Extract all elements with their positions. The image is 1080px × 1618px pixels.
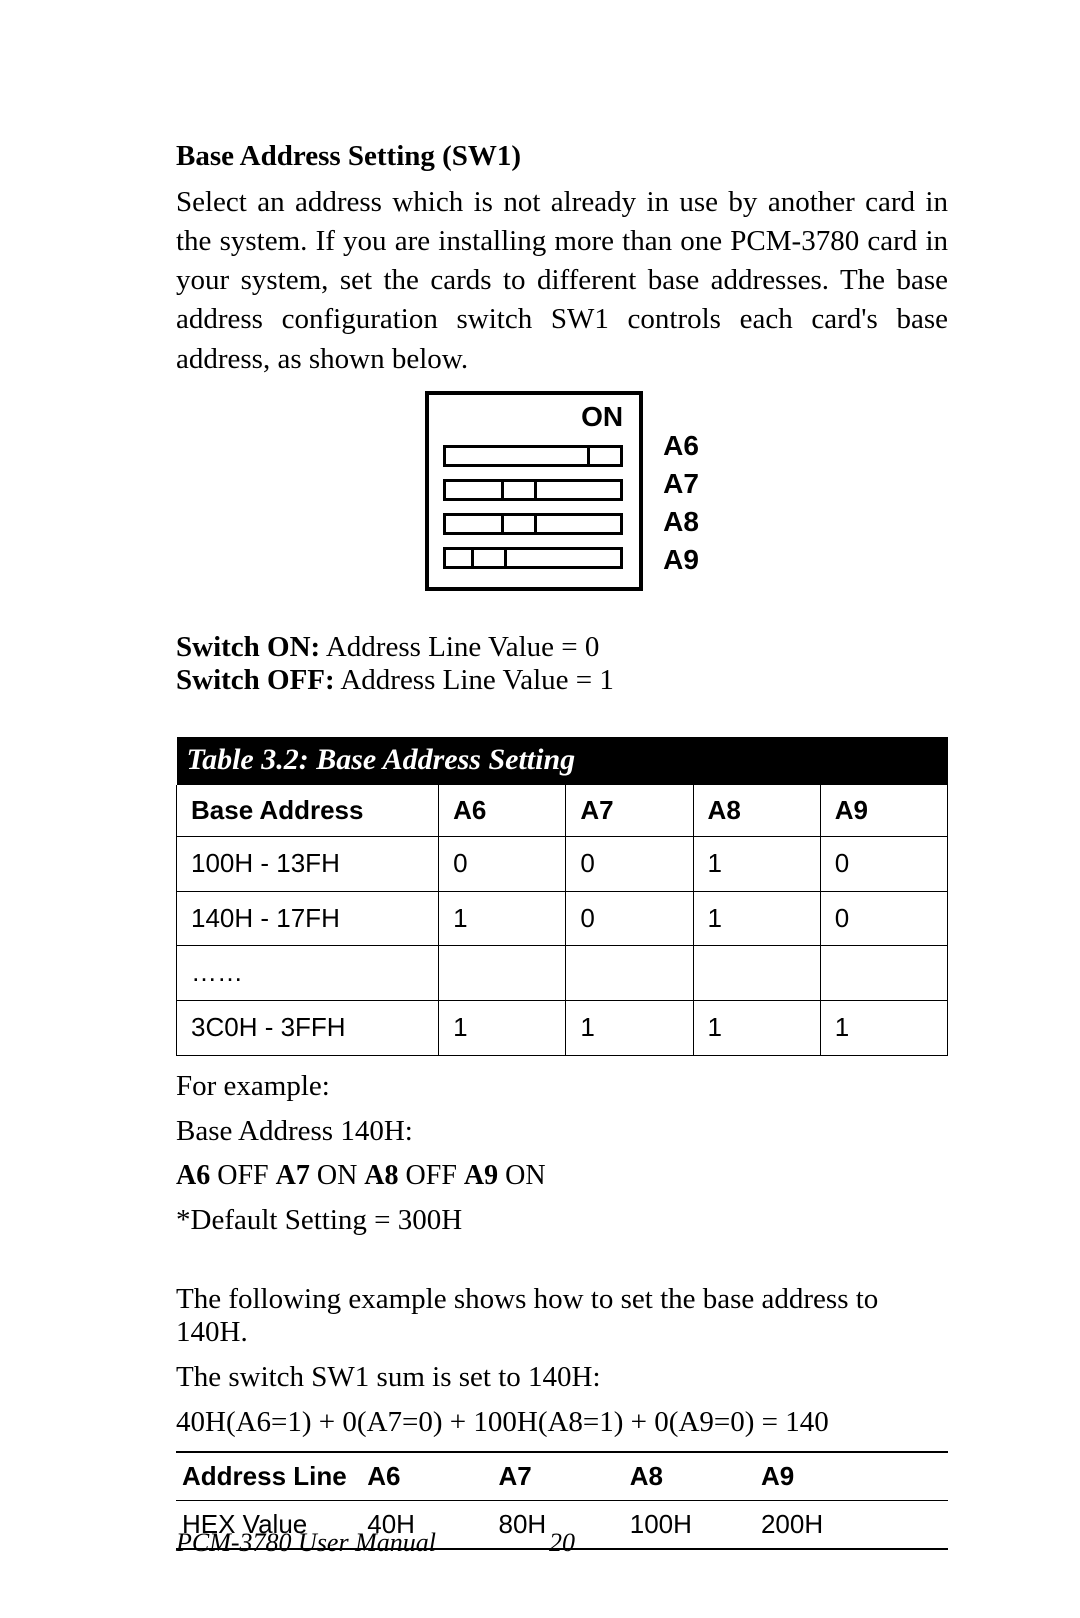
t32-r3c3: 1 [693,1001,820,1056]
t32-h3: A8 [693,785,820,837]
t32-r2c1 [439,946,566,1001]
a8-v: OFF [399,1160,464,1191]
base-140: Base Address 140H: [176,1115,948,1148]
t32-r1c1: 1 [439,891,566,946]
t32-r3c4: 1 [820,1001,947,1056]
page: Base Address Setting (SW1) Select an add… [0,0,1080,1618]
table-row: 3C0H - 3FFH 1 1 1 1 [177,1001,948,1056]
table-row: 100H - 13FH 0 0 1 0 [177,836,948,891]
dip-slider-a9 [471,547,507,569]
dip-frame: ON [425,391,643,591]
t32-h4: A9 [820,785,947,837]
dip-slot-a7 [443,479,623,501]
switch-on-label: Switch ON: [176,631,320,663]
dip-labels: A6 A7 A8 A9 [663,391,699,579]
dip-slot-a9 [443,547,623,569]
default-setting: *Default Setting = 300H [176,1204,948,1237]
a6-b: A6 [176,1160,210,1191]
section-heading: Base Address Setting (SW1) [176,140,948,173]
hx-h2: A7 [493,1452,624,1501]
dip-on-label: ON [443,401,625,433]
dip-switch-diagram: ON A6 A7 A8 A9 [176,391,948,591]
t32-r0c3: 1 [693,836,820,891]
t32-r1c2: 0 [566,891,693,946]
a6-v: OFF [210,1160,275,1191]
a9-v: ON [498,1160,545,1191]
t32-r1c0: 140H - 17FH [177,891,439,946]
t32-r0c0: 100H - 13FH [177,836,439,891]
switch-value-lines: Switch ON: Address Line Value = 0 Switch… [176,631,948,697]
a8-b: A8 [364,1160,398,1191]
hx-h4: A9 [755,1452,886,1501]
page-footer: PCM-3780 User Manual 20 [176,1528,948,1558]
dip-label-a9: A9 [663,541,699,579]
dip-slider-a6 [587,445,623,467]
equation: 40H(A6=1) + 0(A7=0) + 100H(A8=1) + 0(A9=… [176,1406,948,1439]
t32-r0c1: 0 [439,836,566,891]
dip-slot-a6 [443,445,623,467]
table-3-2-caption: Table 3.2: Base Address Setting [177,737,948,785]
t32-h1: A6 [439,785,566,837]
dip-slot-a8 [443,513,623,535]
table-row: …… [177,946,948,1001]
t32-r3c1: 1 [439,1001,566,1056]
onoff-line: A6 OFF A7 ON A8 OFF A9 ON [176,1160,948,1192]
table-3-2: Table 3.2: Base Address Setting Base Add… [176,737,948,1056]
t32-h2: A7 [566,785,693,837]
hx-h0: Address Line [176,1452,361,1501]
dip-slider-a8 [501,513,537,535]
t32-h0: Base Address [177,785,439,837]
t32-r0c4: 0 [820,836,947,891]
hx-h5 [886,1452,948,1501]
t32-r1c4: 0 [820,891,947,946]
dip-label-a6: A6 [663,427,699,465]
t32-r3c0: 3C0H - 3FFH [177,1001,439,1056]
t32-r0c2: 0 [566,836,693,891]
t32-r2c2 [566,946,693,1001]
a9-b: A9 [464,1160,498,1191]
after-table-block: For example: Base Address 140H: A6 OFF A… [176,1070,948,1439]
switch-on-text: Address Line Value = 0 [320,631,599,663]
a7-b: A7 [276,1160,310,1191]
dip-label-a8: A8 [663,503,699,541]
for-example: For example: [176,1070,948,1103]
t32-r2c0: …… [177,946,439,1001]
footer-page: 20 [176,1528,948,1558]
hx-h1: A6 [361,1452,492,1501]
sum-line: The switch SW1 sum is set to 140H: [176,1361,948,1394]
t32-r3c2: 1 [566,1001,693,1056]
switch-off-text: Address Line Value = 1 [335,664,614,696]
t32-r1c3: 1 [693,891,820,946]
t32-r2c4 [820,946,947,1001]
dip-slider-a7 [501,479,537,501]
hx-h3: A8 [624,1452,755,1501]
table-row: 140H - 17FH 1 0 1 0 [177,891,948,946]
switch-off-label: Switch OFF: [176,664,335,696]
example-line: The following example shows how to set t… [176,1283,948,1349]
dip-label-a7: A7 [663,465,699,503]
intro-paragraph: Select an address which is not already i… [176,183,948,379]
t32-r2c3 [693,946,820,1001]
a7-v: ON [310,1160,364,1191]
